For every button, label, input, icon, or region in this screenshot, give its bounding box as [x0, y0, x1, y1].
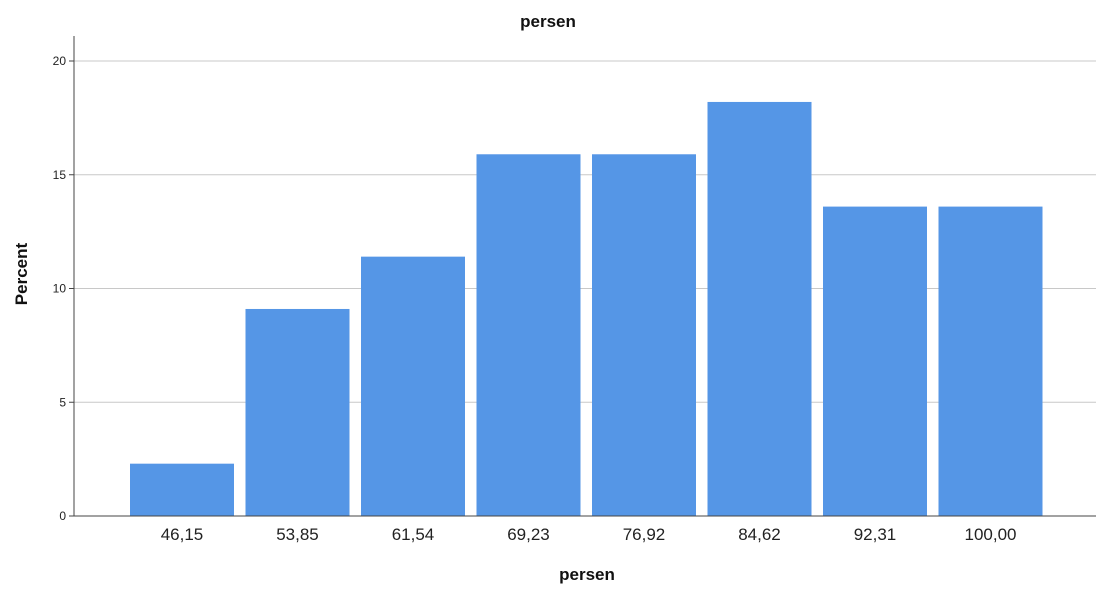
x-tick-label: 84,62	[738, 525, 781, 544]
y-tick-label: 5	[59, 395, 66, 409]
y-tick-label: 20	[53, 54, 67, 68]
bar	[361, 256, 465, 516]
y-tick-label: 15	[53, 168, 67, 182]
bar	[707, 101, 812, 516]
bar	[823, 206, 927, 516]
y-tick-label: 10	[53, 282, 67, 296]
x-tick-label: 76,92	[623, 525, 666, 544]
x-axis-title: persen	[559, 565, 615, 584]
axes	[69, 36, 1096, 517]
x-tick-label: 61,54	[392, 525, 435, 544]
y-tick-labels: 0 5 10 15 20	[53, 54, 67, 523]
x-tick-label: 53,85	[276, 525, 319, 544]
bar	[130, 463, 234, 516]
bar	[938, 206, 1043, 516]
x-tick-label: 46,15	[161, 525, 204, 544]
bar	[245, 308, 350, 516]
x-tick-label: 69,23	[507, 525, 550, 544]
x-tick-label: 100,00	[965, 525, 1017, 544]
bars	[130, 101, 1043, 516]
chart-title: persen	[520, 12, 576, 31]
bar	[476, 154, 581, 516]
bar	[592, 154, 696, 516]
x-tick-label: 92,31	[854, 525, 897, 544]
y-axis-title: Percent	[12, 242, 31, 305]
y-tick-label: 0	[59, 509, 66, 523]
x-tick-labels: 46,15 53,85 61,54 69,23 76,92 84,62 92,31 100,0…	[161, 525, 1017, 544]
